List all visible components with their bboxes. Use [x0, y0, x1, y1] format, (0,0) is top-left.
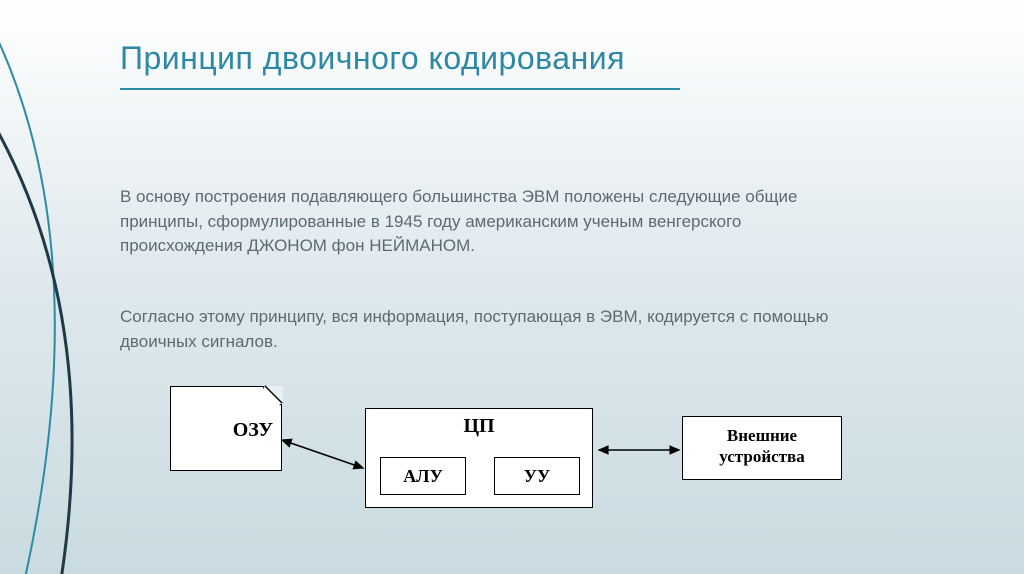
node-ozu-label: ОЗУ: [233, 419, 273, 441]
page-title: Принцип двоичного кодирования: [120, 40, 625, 77]
node-alu: АЛУ: [380, 457, 466, 495]
diagram: ОЗУ ЦП АЛУ УУ Внешние устройства: [170, 380, 870, 550]
node-cpu-label: ЦП: [366, 415, 592, 438]
edge-cpu-ext: [593, 438, 688, 462]
node-uu: УУ: [494, 457, 580, 495]
node-ext: Внешние устройства: [682, 416, 842, 480]
paragraph-2: Согласно этому принципу, вся информация,…: [120, 305, 860, 354]
page-fold-icon: [263, 387, 281, 405]
title-underline: [120, 88, 680, 90]
node-cpu: ЦП АЛУ УУ: [365, 408, 593, 508]
slide: Принцип двоичного кодирования В основу п…: [0, 0, 1024, 574]
edge-ozu-cpu: [270, 430, 380, 490]
paragraph-1: В основу построения подавляющего большин…: [120, 185, 860, 259]
node-ozu: ОЗУ: [170, 386, 282, 471]
